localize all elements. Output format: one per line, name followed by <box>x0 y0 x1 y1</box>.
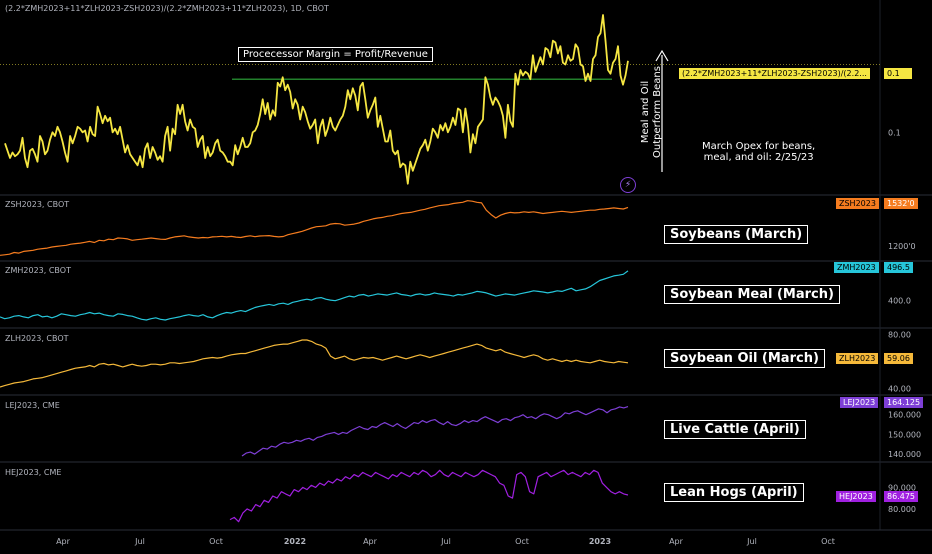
x-tick-label: Jul <box>746 537 757 546</box>
cattle-series-line <box>241 406 629 457</box>
margin-name-tag: (2.2*ZMH2023+11*ZLH2023-ZSH2023)/(2.2... <box>679 68 870 79</box>
oil-pane-title: ZLH2023, CBOT <box>5 334 69 343</box>
meal-label: Soybean Meal (March) <box>664 285 840 304</box>
outperform-annotation: Meal and Oil Outperform Beans <box>640 66 663 158</box>
x-tick-label: Jul <box>134 537 145 546</box>
hogs-series-line <box>229 469 629 523</box>
soy-name-tag: ZSH2023 <box>836 198 879 209</box>
hogs-name-tag: HEJ2023 <box>836 491 876 502</box>
oil-name-tag: ZLH2023 <box>836 353 879 364</box>
x-tick-label: Jul <box>440 537 451 546</box>
soy-value-tag: 1532'0 <box>884 198 918 209</box>
margin-series-line <box>4 14 629 185</box>
hogs-pane-title: HEJ2023, CME <box>5 468 62 477</box>
oil-value-tag: 59.06 <box>884 353 913 364</box>
y-tick-label: 80.00 <box>888 331 911 340</box>
y-tick-label: 400.0 <box>888 297 911 306</box>
y-tick-label: 0.1 <box>888 128 901 137</box>
y-tick-label: 150.000 <box>888 430 921 439</box>
margin-pane-title: (2.2*ZMH2023+11*ZLH2023-ZSH2023)/(2.2*ZM… <box>5 4 329 13</box>
y-tick-label: 40.00 <box>888 384 911 393</box>
cattle-label: Live Cattle (April) <box>664 420 806 439</box>
soybeans-pane-title: ZSH2023, CBOT <box>5 200 70 209</box>
meal-series-line <box>0 270 629 321</box>
y-tick-label: 90.000 <box>888 483 916 492</box>
cattle-pane-title: LEJ2023, CME <box>5 401 60 410</box>
meal-pane-title: ZMH2023, CBOT <box>5 266 71 275</box>
cattle-name-tag: LEJ2023 <box>840 397 879 408</box>
y-tick-label: 160.000 <box>888 411 921 420</box>
processor-margin-label: Procecessor Margin = Profit/Revenue <box>238 47 433 62</box>
soybeans-label: Soybeans (March) <box>664 225 809 244</box>
hogs-value-tag: 86.475 <box>884 491 918 502</box>
oil-label: Soybean Oil (March) <box>664 349 825 368</box>
x-tick-label: 2023 <box>589 537 611 546</box>
margin-value-tag: 0.1 <box>884 68 912 79</box>
oil-series-line <box>0 339 629 388</box>
x-tick-label: Oct <box>209 537 223 546</box>
x-tick-label: Apr <box>363 537 378 546</box>
y-tick-label: 140.000 <box>888 450 921 459</box>
soybeans-series-line <box>0 200 629 256</box>
opex-annotation: March Opex for beans, meal, and oil: 2/2… <box>702 141 816 163</box>
y-tick-label: 80.000 <box>888 505 916 514</box>
x-tick-label: 2022 <box>284 537 306 546</box>
lightning-icon[interactable]: ⚡ <box>620 177 636 193</box>
cattle-value-tag: 164.125 <box>884 397 924 408</box>
meal-name-tag: ZMH2023 <box>834 262 879 273</box>
meal-value-tag: 496.5 <box>884 262 913 273</box>
x-tick-label: Oct <box>821 537 835 546</box>
x-tick-label: Apr <box>669 537 684 546</box>
outperform-arrow-head <box>655 49 669 62</box>
x-tick-label: Apr <box>56 537 71 546</box>
hogs-label: Lean Hogs (April) <box>664 483 804 502</box>
x-tick-label: Oct <box>515 537 529 546</box>
y-tick-label: 1200'0 <box>888 242 916 251</box>
